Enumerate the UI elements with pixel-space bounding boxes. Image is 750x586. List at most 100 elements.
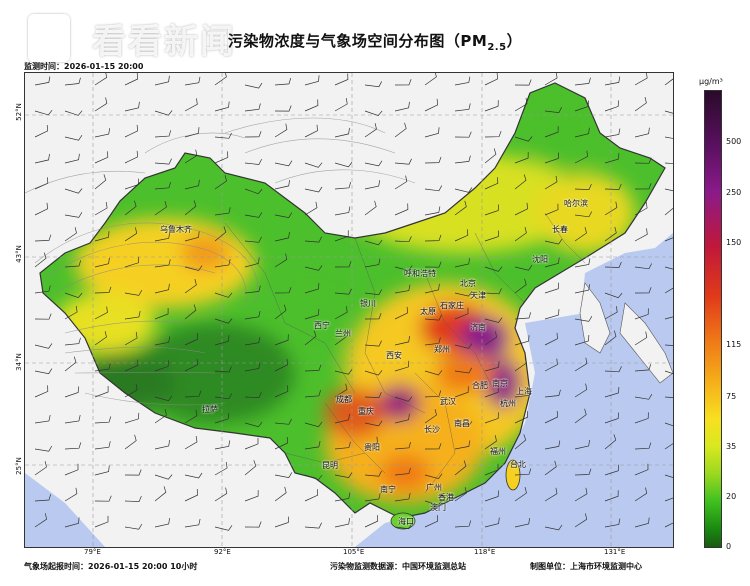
wind-barb xyxy=(94,97,108,112)
wind-barb xyxy=(514,136,533,142)
wind-barb xyxy=(304,265,323,271)
wind-barb xyxy=(124,290,143,296)
wind-barb xyxy=(574,150,588,164)
map-canvas[interactable] xyxy=(24,72,674,548)
wind-barb xyxy=(274,231,290,242)
wind-barb xyxy=(334,413,350,424)
city-label: 海口 xyxy=(398,517,414,526)
wind-barb xyxy=(424,73,437,86)
wind-barb xyxy=(124,383,138,398)
wind-barb xyxy=(484,130,502,138)
wind-barb xyxy=(454,155,471,164)
city-label: 广州 xyxy=(426,483,442,492)
wind-barb xyxy=(574,227,587,242)
wind-barb xyxy=(424,261,442,268)
wind-barb xyxy=(484,435,497,450)
wind-barb xyxy=(184,231,200,242)
title-main: 污染物浓度与气象场空间分布图（PM xyxy=(227,32,488,50)
wind-barb xyxy=(604,183,622,190)
wind-barb xyxy=(94,257,110,268)
wind-barb xyxy=(424,390,442,398)
wind-barb xyxy=(304,308,320,320)
wind-barb xyxy=(34,445,53,452)
wind-barb xyxy=(154,158,172,165)
wind-barb xyxy=(424,370,443,376)
city-label: 南京 xyxy=(492,379,508,388)
wind-barb xyxy=(364,180,381,190)
wind-barb xyxy=(514,227,527,242)
wind-barb xyxy=(64,110,83,116)
wind-barb xyxy=(304,282,320,294)
wind-barb xyxy=(34,368,53,375)
wind-barb xyxy=(544,126,559,138)
wind-barb xyxy=(94,495,112,502)
wind-barb xyxy=(664,422,673,427)
wind-barb xyxy=(184,76,201,86)
wind-barb xyxy=(484,517,500,528)
wind-barb xyxy=(34,285,51,294)
wind-barb xyxy=(304,330,317,346)
lat-label-52: 52°N xyxy=(14,103,23,121)
lon-label-92: 92°E xyxy=(214,548,231,556)
wind-barb xyxy=(454,460,467,476)
wind-barb xyxy=(304,124,318,138)
wind-barb xyxy=(394,335,410,346)
wind-barb xyxy=(34,234,52,242)
wind-barb xyxy=(154,409,167,424)
wind-barb xyxy=(64,153,80,164)
wind-barb xyxy=(454,200,467,216)
wind-barb xyxy=(154,395,173,402)
wind-barb xyxy=(124,73,139,86)
wind-barb xyxy=(454,229,469,242)
wind-barb xyxy=(424,206,441,216)
wind-barb xyxy=(664,443,673,450)
city-label: 南宁 xyxy=(380,485,396,494)
wind-barb xyxy=(244,158,263,165)
wind-barb xyxy=(94,363,111,372)
wind-barb xyxy=(94,286,112,294)
wind-barb xyxy=(244,212,263,218)
wind-barb xyxy=(304,201,318,216)
wind-barb xyxy=(274,358,288,372)
wind-barb xyxy=(484,148,497,164)
legend-tick: 0 xyxy=(726,542,732,551)
wind-barb xyxy=(304,236,322,243)
wind-barb xyxy=(394,467,411,476)
wind-barb xyxy=(64,386,79,398)
wind-barb xyxy=(664,287,673,294)
wind-barb xyxy=(154,259,171,268)
wind-barb xyxy=(274,472,293,478)
wind-barb xyxy=(214,393,233,400)
wind-barb xyxy=(124,256,140,268)
wind-barb xyxy=(634,157,652,164)
wind-barb xyxy=(154,474,173,480)
wind-barb xyxy=(604,490,619,502)
wind-barb xyxy=(484,412,499,424)
wind-barb xyxy=(154,308,169,320)
wind-barb xyxy=(304,522,322,529)
wind-barb xyxy=(34,461,47,476)
lon-label-79: 79°E xyxy=(84,548,101,556)
wind-barb xyxy=(34,124,48,138)
wind-barb xyxy=(604,153,620,164)
wind-barb xyxy=(214,366,232,373)
wind-barb xyxy=(154,486,167,502)
wind-barb xyxy=(484,490,499,502)
wind-barb xyxy=(664,207,673,216)
wind-barb xyxy=(94,515,109,528)
wind-barb xyxy=(184,409,198,424)
city-label: 合肥 xyxy=(472,381,488,390)
wind-barb xyxy=(484,204,499,216)
wind-barb xyxy=(364,391,382,398)
wind-barb xyxy=(544,73,558,86)
wind-barb xyxy=(484,317,503,323)
wind-barb xyxy=(604,100,619,112)
city-label: 澳门 xyxy=(430,503,446,512)
wind-barb xyxy=(124,124,138,138)
wind-barb xyxy=(244,490,259,502)
hainan-island xyxy=(390,512,416,530)
wind-barb xyxy=(454,76,471,86)
wind-barb xyxy=(544,175,558,190)
wind-barb xyxy=(304,364,322,372)
wind-barb xyxy=(454,440,471,450)
